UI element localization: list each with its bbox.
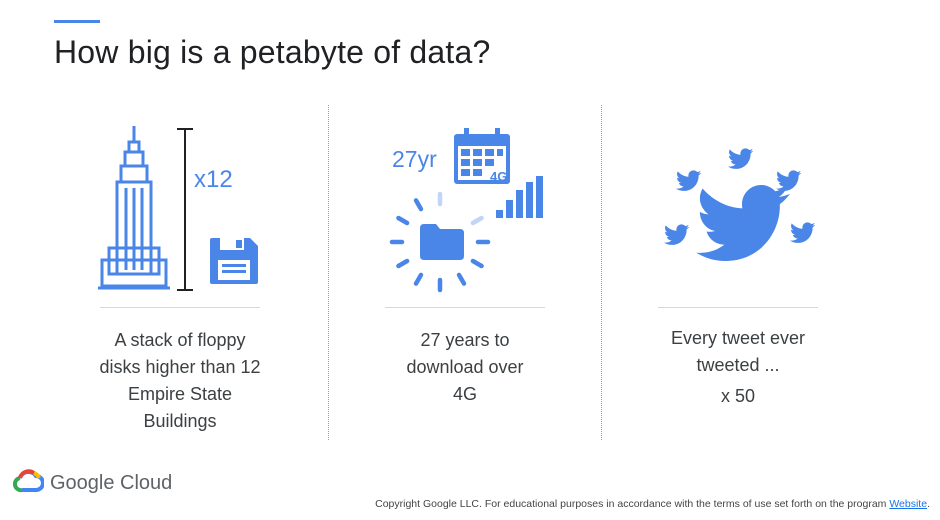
spinner-dash: [396, 258, 410, 269]
caption-line: download over: [406, 357, 524, 377]
signal-bars-icon: [496, 176, 543, 218]
calendar-icon: [454, 128, 510, 184]
column-rule: [385, 307, 545, 308]
empire-state-building-icon: [98, 126, 170, 290]
caption-tweets: Every tweet ever tweeted ... x 50: [628, 325, 848, 410]
network-label: 4G: [490, 169, 508, 184]
years-label: 27yr: [392, 146, 437, 172]
spinner-dash: [470, 215, 484, 226]
caption-line: disks higher than 12: [99, 357, 261, 377]
caption-line: A stack of floppy: [114, 330, 246, 350]
multiplier-label: x12: [194, 166, 233, 193]
title-accent-bar: [54, 20, 100, 23]
column-rule: [100, 307, 260, 308]
google-cloud-wordmark: Google Cloud: [50, 472, 173, 494]
column-divider: [328, 105, 329, 440]
footer-trailing: .: [927, 498, 930, 510]
caption-line: Every tweet ever: [670, 328, 806, 348]
caption-line: tweeted ...: [696, 355, 780, 375]
caption-line: Buildings: [143, 411, 217, 431]
column-divider: [601, 105, 602, 440]
footer-text: Copyright Google LLC. For educational pu…: [375, 498, 890, 510]
caption-line: 27 years to: [420, 330, 510, 350]
website-link[interactable]: Website: [889, 498, 928, 510]
caption-download: 27 years to download over 4G: [355, 327, 575, 408]
floppy-disk-icon: [210, 238, 258, 284]
twitter-bird-icon: [664, 148, 816, 262]
copyright-footer: Copyright Google LLC. For educational pu…: [375, 498, 930, 510]
loading-spinner-icon: [389, 191, 491, 293]
spinner-dash: [396, 215, 410, 226]
folder-icon: [420, 224, 464, 260]
height-bracket-icon: [177, 128, 193, 291]
caption-line: 4G: [452, 384, 477, 404]
spinner-dash: [456, 272, 467, 286]
spinner-dash: [470, 258, 484, 269]
google-cloud-icon: [12, 469, 44, 493]
caption-line: x 50: [720, 386, 756, 406]
caption-line: Empire State: [127, 384, 233, 404]
caption-floppy: A stack of floppy disks higher than 12 E…: [70, 327, 290, 435]
column-rule: [658, 307, 818, 308]
spinner-dash: [413, 198, 424, 212]
slide-title: How big is a petabyte of data?: [54, 34, 491, 70]
spinner-dash: [413, 272, 424, 286]
